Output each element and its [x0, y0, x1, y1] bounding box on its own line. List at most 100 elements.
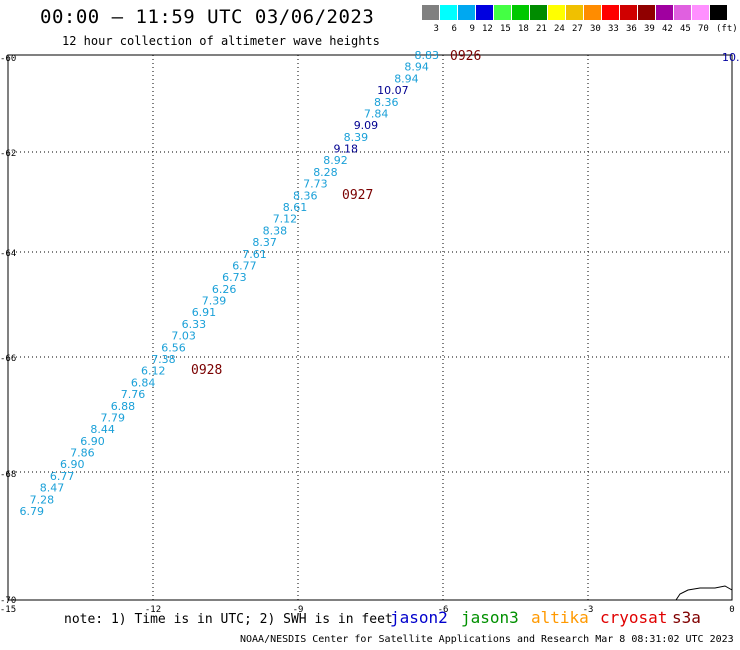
wave-height-label: 8.94 [394, 72, 419, 85]
wave-height-label: 6.91 [192, 306, 217, 319]
wave-height-label: 6.79 [20, 505, 45, 518]
legend-swatch [458, 5, 475, 20]
wave-height-label: 6.84 [131, 376, 156, 389]
wave-height-label: 7.86 [70, 447, 95, 460]
wave-height-label: 8.61 [283, 201, 308, 214]
satellite-altika: altika [531, 608, 589, 627]
wave-height-label: 6.12 [141, 365, 166, 378]
wave-height-label: 8.44 [90, 423, 115, 436]
wave-height-label: 8.36 [293, 189, 318, 202]
satellite-jason2: jason2 [390, 608, 448, 627]
satellite-cryosat: cryosat [600, 608, 668, 627]
time-marker: 0928 [191, 363, 222, 378]
wave-height-label: 10.07 [377, 84, 409, 97]
satellite-s3a: s3a [672, 608, 701, 627]
wave-height-label: 8.47 [40, 482, 65, 495]
wave-height-label: 7.84 [364, 108, 389, 121]
legend-swatch [584, 5, 601, 20]
legend-swatch [656, 5, 673, 20]
x-tick-label: 0 [729, 605, 734, 615]
map-title: 00:00 – 11:59 UTC 03/06/2023 [40, 6, 375, 28]
wave-height-label: 7.39 [202, 295, 227, 308]
x-tick-label: -12 [145, 605, 161, 615]
axis-labels: -15 -12 -9 -6 -3 0 -60 -62 -64 -66 -68 -70 [0, 54, 735, 615]
legend-label: 24 [554, 24, 565, 34]
footer-credit: NOAA/NESDIS Center for Satellite Applica… [240, 634, 734, 645]
wave-height-label: 9.18 [334, 143, 359, 156]
wave-height-label: 6.33 [182, 318, 207, 331]
wave-height-label: 7.61 [242, 248, 267, 261]
legend-label: 36 [626, 24, 637, 34]
legend-label: 15 [500, 24, 511, 34]
legend-swatch [548, 5, 565, 20]
wave-height-label: 8.38 [263, 224, 288, 237]
time-marker: 0927 [342, 188, 373, 203]
wave-height-label: 7.73 [303, 178, 328, 191]
wave-height-label: 8.36 [374, 96, 399, 109]
legend-label: 30 [590, 24, 601, 34]
legend-label: 6 [451, 24, 457, 34]
y-tick-label: -70 [0, 596, 16, 606]
map-frame [7, 54, 733, 601]
wave-height-label: 7.76 [121, 388, 146, 401]
legend-label: 21 [536, 24, 547, 34]
wave-height-label: 6.77 [50, 470, 75, 483]
legend-swatch [674, 5, 691, 20]
legend-swatch [440, 5, 457, 20]
satellite-jason3: jason3 [461, 608, 519, 627]
x-tick-label: -3 [583, 605, 594, 615]
map-subtitle: 12 hour collection of altimeter wave hei… [62, 34, 380, 48]
wave-height-label: 9.09 [354, 119, 379, 132]
legend-label: 3 [433, 24, 439, 34]
y-tick-label: -62 [0, 149, 16, 159]
wave-height-label: 7.12 [273, 213, 298, 226]
legend-swatch [422, 5, 439, 20]
legend-swatch [494, 5, 511, 20]
wave-height-label: 6.88 [111, 400, 136, 413]
wave-height-label: 7.03 [171, 330, 196, 343]
wave-height-label: 6.77 [232, 260, 257, 273]
legend-label: 18 [518, 24, 529, 34]
legend-swatch [692, 5, 709, 20]
legend-label: 27 [572, 24, 583, 34]
y-tick-label: -60 [0, 54, 16, 64]
wave-height-label: 8.39 [344, 131, 369, 144]
wave-height-label: 6.56 [161, 341, 186, 354]
time-marker: 0926 [450, 49, 481, 64]
legend-unit: (ft) [716, 24, 738, 34]
edge-wave-label: 10.4 [722, 51, 740, 64]
y-tick-label: -68 [0, 470, 16, 480]
legend-swatch [476, 5, 493, 20]
legend-label: 70 [698, 24, 709, 34]
wave-height-label: 7.28 [30, 493, 55, 506]
wave-height-label: 6.73 [222, 271, 247, 284]
coastline [675, 585, 733, 601]
y-tick-label: -66 [0, 354, 16, 364]
wave-height-label: 8.92 [323, 154, 348, 167]
map-grid [7, 54, 733, 601]
legend-swatch [530, 5, 547, 20]
legend-label: 39 [644, 24, 655, 34]
x-tick-label: -15 [0, 605, 16, 615]
wave-height-label: 7.38 [151, 353, 176, 366]
legend-label: 9 [469, 24, 475, 34]
legend-label: 12 [482, 24, 493, 34]
wave-height-label: 8.37 [252, 236, 277, 249]
legend-swatch [602, 5, 619, 20]
note-text: note: 1) Time is in UTC; 2) SWH is in fe… [64, 612, 393, 627]
altimeter-track: 8.838.948.9410.078.367.849.098.399.188.9… [20, 49, 740, 518]
y-tick-label: -64 [0, 249, 16, 259]
wave-height-label: 6.26 [212, 283, 237, 296]
legend-swatch [566, 5, 583, 20]
wave-height-label: 6.90 [80, 435, 105, 448]
wave-height-label: 6.90 [60, 458, 85, 471]
legend-swatch [512, 5, 529, 20]
legend-label: 33 [608, 24, 619, 34]
wave-height-label: 8.28 [313, 166, 338, 179]
wave-height-label: 7.79 [101, 412, 126, 425]
x-tick-label: -6 [438, 605, 449, 615]
x-tick-label: -9 [293, 605, 304, 615]
legend-label: 42 [662, 24, 673, 34]
legend-swatch [710, 5, 727, 20]
